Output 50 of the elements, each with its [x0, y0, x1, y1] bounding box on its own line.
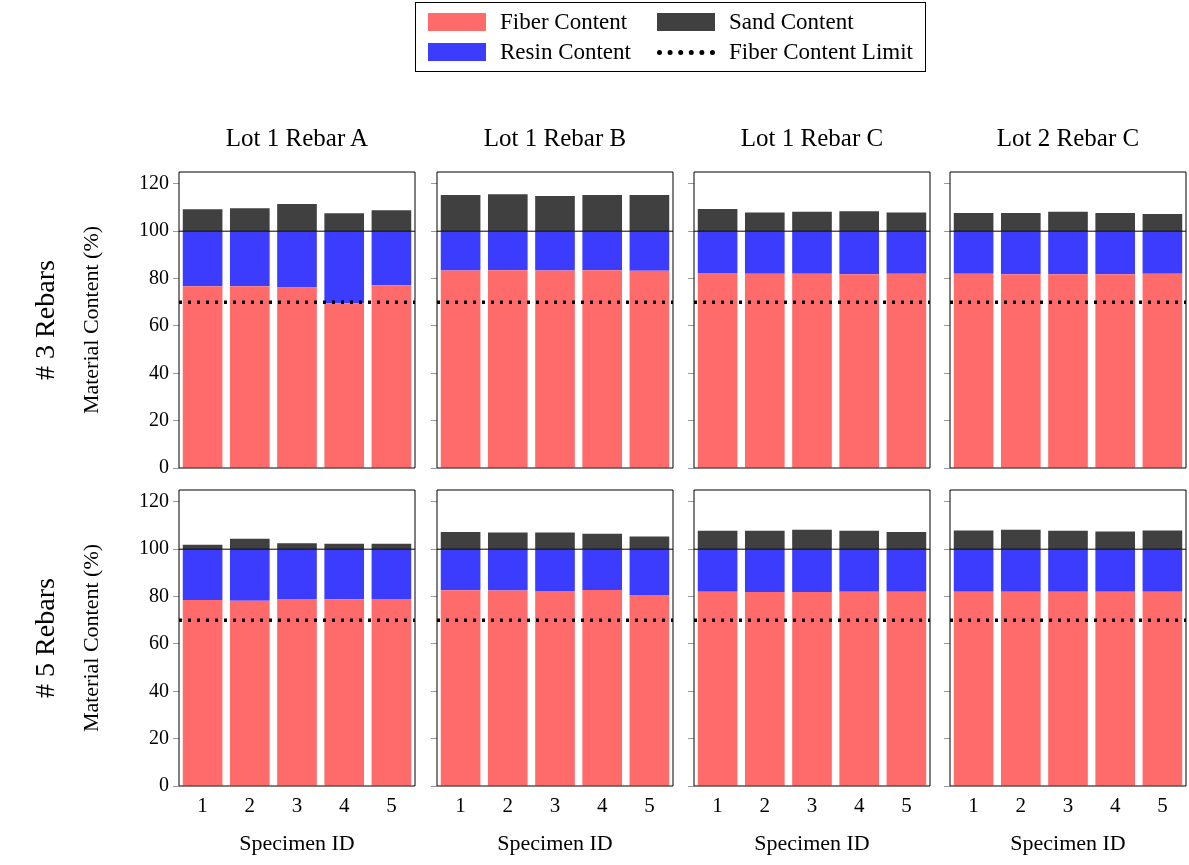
- y-tick-label: 80: [149, 265, 169, 288]
- y-tick-label: 100: [139, 536, 169, 559]
- x-tick-label: 1: [712, 793, 723, 818]
- y-tick-label: 60: [149, 631, 169, 654]
- legend-label: Resin Content: [500, 39, 631, 65]
- chart-title: Lot 1 Rebar B: [483, 124, 627, 152]
- x-tick-label: 3: [549, 793, 561, 818]
- y-tick-label: 120: [139, 171, 169, 194]
- x-tick-label: 5: [644, 793, 655, 818]
- chart-title: Lot 2 Rebar C: [996, 124, 1140, 152]
- y-tick-label: 120: [139, 489, 169, 512]
- y-tick-label: 40: [149, 360, 169, 383]
- x-tick-label: 1: [455, 793, 466, 818]
- x-tick-label: 1: [197, 793, 208, 818]
- chart-title: Lot 1 Rebar C: [740, 124, 884, 152]
- legend-label: Fiber Content: [500, 9, 628, 35]
- x-tick-label: 5: [901, 793, 912, 818]
- y-tick-label: 0: [159, 455, 169, 478]
- y-axis-title: Material Content (%): [77, 225, 103, 415]
- chart-title: Lot 1 Rebar A: [225, 124, 369, 152]
- x-tick-label: 4: [1109, 793, 1121, 818]
- x-tick-label: 5: [1157, 793, 1168, 818]
- y-tick-label: 40: [149, 678, 169, 701]
- x-tick-label: 3: [806, 793, 818, 818]
- y-tick-label: 20: [149, 407, 169, 430]
- legend-label: Sand Content: [728, 9, 854, 35]
- x-tick-label: 2: [244, 793, 256, 818]
- x-tick-label: 2: [502, 793, 514, 818]
- x-axis-title: Specimen ID: [754, 829, 870, 855]
- x-tick-label: 4: [853, 793, 865, 818]
- x-tick-label: 4: [596, 793, 608, 818]
- x-tick-label: 2: [1015, 793, 1027, 818]
- x-tick-label: 3: [1062, 793, 1074, 818]
- y-tick-label: 80: [149, 583, 169, 606]
- text: # 3 Rebars: [29, 260, 61, 380]
- y-axis-title: Material Content (%): [77, 543, 103, 733]
- x-axis-title: Specimen ID: [1010, 829, 1126, 855]
- x-tick-label: 4: [338, 793, 350, 818]
- legend-label: Fiber Content Limit: [728, 39, 913, 65]
- text: # 5 Rebars: [29, 578, 61, 698]
- y-tick-label: 20: [149, 725, 169, 748]
- x-axis-title: Specimen ID: [497, 829, 613, 855]
- x-tick-label: 1: [968, 793, 979, 818]
- x-tick-label: 3: [291, 793, 303, 818]
- x-tick-label: 5: [386, 793, 397, 818]
- y-tick-label: 100: [139, 218, 169, 241]
- x-tick-label: 2: [759, 793, 771, 818]
- y-tick-label: 60: [149, 313, 169, 336]
- x-axis-title: Specimen ID: [239, 829, 355, 855]
- y-tick-label: 0: [159, 773, 169, 796]
